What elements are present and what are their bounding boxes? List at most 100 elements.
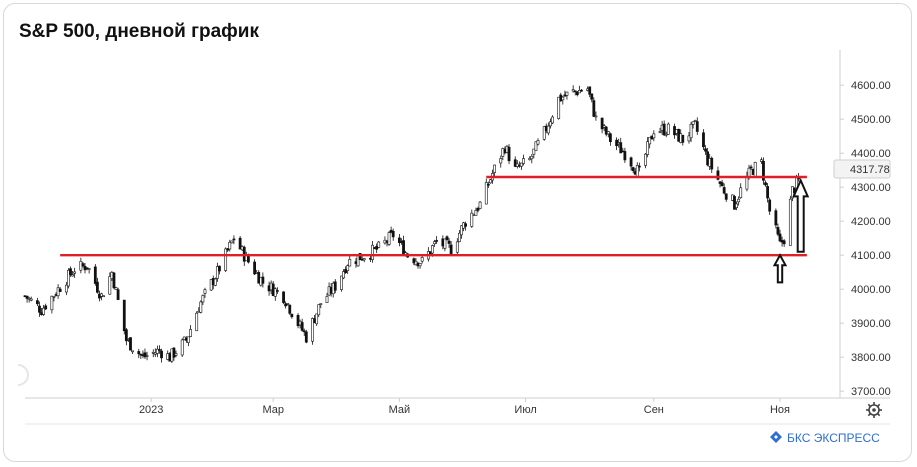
y-tick-label: 3900.00 xyxy=(851,318,891,330)
candle xyxy=(608,132,612,146)
candle xyxy=(623,147,627,163)
candle xyxy=(590,93,594,103)
candle xyxy=(549,118,552,129)
candle xyxy=(317,304,321,318)
candle xyxy=(218,265,221,275)
candle xyxy=(644,152,647,169)
candle xyxy=(542,126,546,141)
candle xyxy=(81,262,85,268)
candle xyxy=(346,264,350,275)
candle xyxy=(124,328,128,346)
candle xyxy=(447,237,451,248)
candle xyxy=(702,129,705,151)
candle xyxy=(722,183,726,195)
candle xyxy=(573,90,577,96)
candle xyxy=(131,350,134,354)
candle xyxy=(493,164,496,177)
candle xyxy=(577,85,581,94)
x-tick-label: Июл xyxy=(514,404,536,416)
candle xyxy=(116,287,120,301)
candle xyxy=(102,295,106,298)
candle xyxy=(464,221,467,231)
arrows-layer xyxy=(772,177,810,284)
candle xyxy=(73,267,77,278)
candle xyxy=(315,313,319,326)
candle xyxy=(139,353,143,359)
candle xyxy=(631,166,635,174)
candle xyxy=(693,119,697,122)
scroll-handle-icon[interactable] xyxy=(17,364,29,386)
candle xyxy=(486,181,490,188)
candle xyxy=(114,286,118,290)
candle xyxy=(739,183,743,199)
candle xyxy=(520,162,523,170)
candle xyxy=(284,301,288,309)
candle xyxy=(228,239,232,252)
candle xyxy=(95,277,99,294)
candle xyxy=(561,95,565,105)
candle xyxy=(253,259,257,276)
candle xyxy=(36,297,39,307)
candle xyxy=(735,201,738,211)
candle xyxy=(112,271,116,290)
candle xyxy=(155,345,159,358)
candle xyxy=(213,277,217,287)
candle xyxy=(230,240,234,244)
candle xyxy=(695,117,699,135)
candle xyxy=(565,91,569,100)
candle xyxy=(687,132,691,144)
candle xyxy=(580,88,583,92)
candle xyxy=(433,239,436,247)
candle xyxy=(38,301,41,317)
candle xyxy=(122,299,126,335)
candle xyxy=(691,121,695,129)
candle xyxy=(145,351,149,361)
candle xyxy=(44,303,48,311)
candle xyxy=(100,292,103,301)
candle xyxy=(300,318,304,332)
candle xyxy=(288,304,292,315)
candle xyxy=(348,255,352,267)
y-tick-label: 3800.00 xyxy=(851,352,891,364)
candle xyxy=(340,275,343,292)
candle xyxy=(199,300,203,314)
candle xyxy=(383,236,387,245)
candle xyxy=(749,164,753,170)
candle xyxy=(311,317,314,345)
candle xyxy=(536,138,540,146)
x-tick-label: 2023 xyxy=(139,404,163,416)
candle xyxy=(455,238,459,257)
candle xyxy=(788,195,792,246)
candle xyxy=(87,268,91,274)
gear-icon[interactable] xyxy=(866,402,882,418)
candle xyxy=(768,197,772,215)
candle xyxy=(664,131,668,138)
candle xyxy=(67,268,70,289)
candle xyxy=(296,313,300,329)
candle xyxy=(635,162,639,178)
candle xyxy=(29,296,33,302)
candle xyxy=(594,111,598,121)
candle xyxy=(716,166,720,181)
candle xyxy=(172,346,176,361)
candle xyxy=(704,145,707,155)
candle xyxy=(304,329,308,344)
candle xyxy=(499,155,503,168)
candle xyxy=(513,156,517,168)
candle xyxy=(666,122,670,135)
candle xyxy=(551,115,554,125)
candle xyxy=(600,117,604,134)
candle xyxy=(226,248,230,253)
brand-name: БКС ЭКСПРЕСС xyxy=(787,431,880,445)
candle xyxy=(180,338,184,357)
candle xyxy=(215,262,219,282)
candle xyxy=(733,194,736,210)
candle xyxy=(489,178,492,184)
candle xyxy=(637,162,641,172)
levels-layer xyxy=(60,175,807,257)
candle xyxy=(58,286,62,293)
candle xyxy=(201,294,205,305)
candle xyxy=(362,258,366,263)
candle xyxy=(604,126,608,137)
